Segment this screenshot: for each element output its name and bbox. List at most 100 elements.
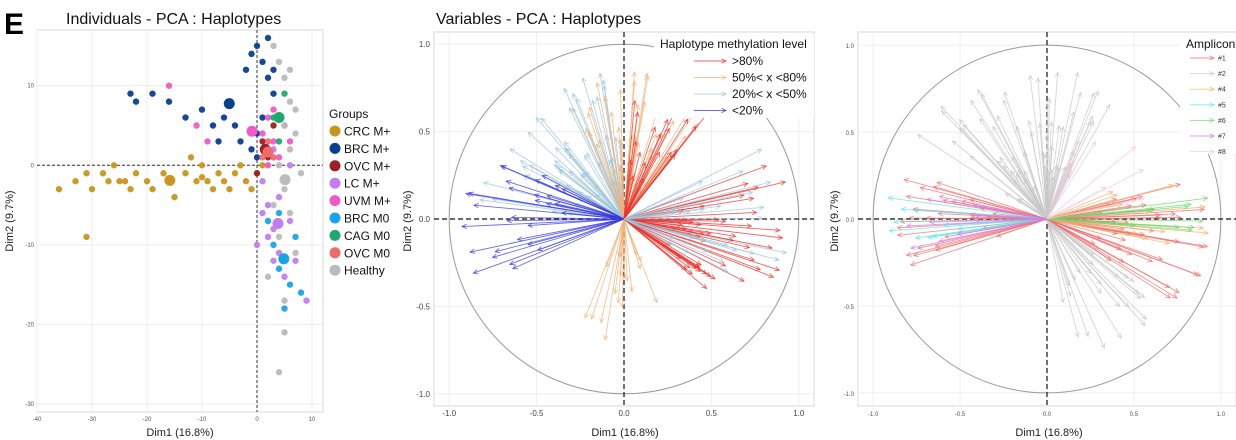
variable-arrow (468, 192, 625, 220)
variable-arrow (623, 218, 711, 277)
arrow-head (508, 260, 515, 266)
variable-arrow (1046, 218, 1203, 222)
arrow-head (572, 107, 577, 114)
variable-arrow (623, 101, 695, 220)
variable-arrow (1046, 169, 1053, 220)
arrow-head (992, 125, 998, 132)
legend-swatch (329, 212, 341, 224)
data-point (259, 58, 266, 66)
arrow-head (636, 255, 642, 262)
data-point (259, 114, 266, 121)
variable-arrow (584, 155, 625, 220)
arrow-head (609, 111, 615, 118)
data-point (264, 138, 272, 145)
arrow-head (721, 91, 728, 97)
data-point (226, 185, 233, 193)
arrow-head (631, 80, 637, 87)
data-point (286, 162, 294, 169)
arrow-head (1049, 168, 1055, 175)
arrow-head (693, 122, 699, 129)
variable-arrow (509, 218, 625, 265)
arrow-head (1089, 92, 1095, 99)
variables-ylabel: Dim2 (9.7%) (402, 190, 414, 251)
data-point (242, 178, 250, 185)
arrow-head (1198, 218, 1204, 224)
variable-arrow (996, 115, 1048, 220)
arrow-head (1186, 227, 1193, 233)
arrow-head (972, 203, 979, 209)
data-point (121, 178, 129, 185)
data-point (204, 138, 211, 145)
variable-arrow (1046, 141, 1096, 220)
data-point (231, 122, 239, 129)
arrow-head (1071, 274, 1076, 281)
variable-arrow (1046, 218, 1180, 293)
arrow-head (527, 131, 534, 137)
arrow-head (595, 81, 601, 88)
arrow-head (482, 181, 489, 187)
data-point (286, 209, 294, 217)
arrow-head (699, 207, 706, 213)
methylation-legend-box (654, 34, 814, 118)
data-point (281, 90, 288, 97)
panel-letter: E (4, 8, 24, 41)
arrow-head (970, 99, 976, 106)
legend-swatch (329, 177, 341, 189)
arrow-head (1164, 240, 1171, 246)
data-point (83, 170, 90, 177)
data-point (264, 114, 272, 121)
individuals-ylabel: Dim2 (9.7%) (4, 190, 16, 251)
arrow-head (1075, 140, 1080, 147)
arrow-head (746, 223, 753, 229)
arrow-head (1131, 229, 1138, 236)
variable-arrow (564, 141, 625, 220)
arrow-head (1133, 289, 1140, 295)
arrow-head (749, 249, 756, 255)
data-point (275, 233, 283, 241)
variable-arrow (958, 218, 1048, 230)
arrow-head (1088, 115, 1094, 122)
variable-arrow (1046, 218, 1141, 299)
methylation-legend-title: Haplotype methylation level (660, 37, 807, 51)
data-point (132, 98, 140, 105)
arrow-head (903, 178, 910, 184)
group-centroid (164, 174, 176, 186)
variable-arrow (621, 218, 625, 308)
variable-arrow (596, 82, 625, 220)
legend-label: BRC M0 (344, 212, 390, 226)
variable-arrow (1046, 93, 1095, 220)
variable-arrow (1046, 218, 1092, 274)
variable-arrow (981, 93, 1048, 220)
arrow-head (916, 133, 923, 140)
y-tick-label: -10 (25, 243, 34, 249)
arrow-head (666, 151, 672, 158)
arrow-head (535, 116, 542, 123)
arrow-head (919, 186, 926, 192)
arrow-head (940, 110, 947, 116)
arrow-head (672, 206, 678, 212)
x-tick-label: -10 (198, 417, 207, 423)
arrow-head (671, 208, 678, 215)
legend-label: #7 (1218, 134, 1226, 141)
arrow-head (595, 95, 601, 102)
arrow-head (652, 297, 658, 304)
variable-arrow (903, 179, 1048, 220)
arrow-head (603, 334, 609, 341)
legend-label: #4 (1218, 87, 1226, 94)
arrow-head (554, 160, 560, 166)
variable-arrow (1046, 218, 1148, 240)
arrow-head (893, 219, 899, 225)
variable-arrow (906, 218, 1048, 227)
arrow-head (1013, 179, 1019, 186)
arrow-head (554, 184, 561, 190)
variable-arrow (623, 217, 763, 220)
arrow-head (472, 269, 479, 275)
arrow-head (634, 111, 640, 118)
data-point (281, 185, 288, 193)
arrow-head (632, 140, 638, 147)
amplicon-legend-box (1180, 34, 1236, 154)
variable-arrow (528, 218, 625, 227)
arrow-head (584, 312, 590, 319)
variable-arrow (623, 110, 710, 220)
data-point (270, 106, 277, 113)
